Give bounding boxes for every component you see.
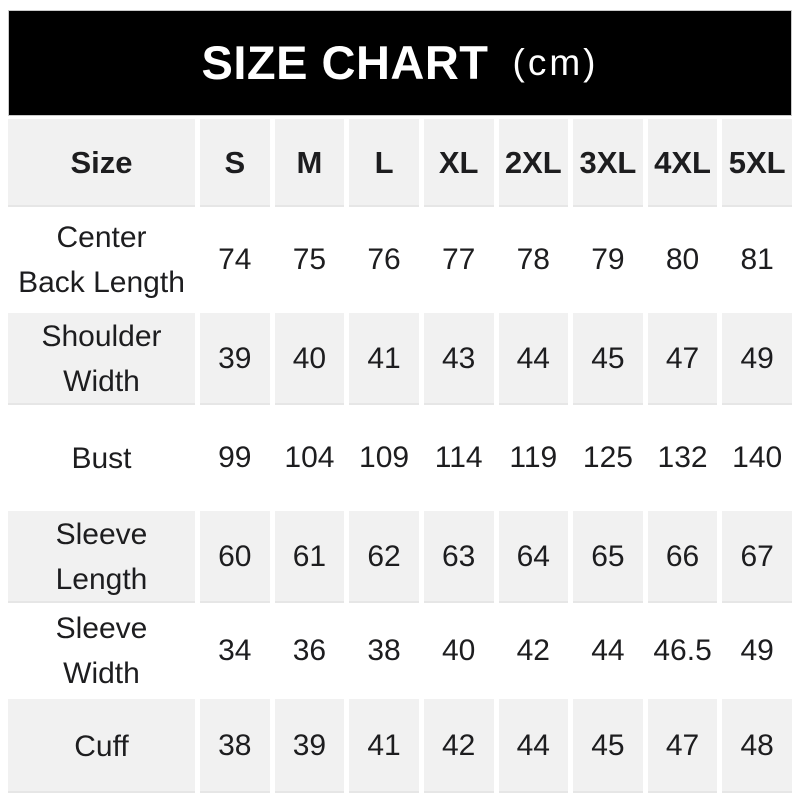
row-label-bust: Bust — [8, 407, 195, 509]
table-cell: 45 — [573, 313, 643, 405]
column-header-2xl: 2XL — [498, 119, 569, 207]
size-chart-page: SIZE CHART (cm) Size S M L XL 2XL 3XL 4X… — [0, 10, 800, 800]
table-cell: 79 — [573, 209, 643, 311]
table-cell: 48 — [722, 699, 792, 793]
table-cell: 49 — [722, 605, 792, 697]
row-label-sleeve-width: Sleeve Width — [8, 605, 195, 697]
row-label-cuff: Cuff — [8, 699, 195, 793]
table-cell: 44 — [498, 313, 569, 405]
table-cell: 119 — [498, 407, 569, 509]
table-cell: 64 — [498, 511, 569, 603]
table-cell: 47 — [647, 699, 718, 793]
table-cell: 40 — [274, 313, 345, 405]
table-cell: 39 — [200, 313, 270, 405]
table-cell: 41 — [349, 313, 419, 405]
table-cell: 47 — [647, 313, 718, 405]
column-header-5xl: 5XL — [722, 119, 792, 207]
table-cell: 46.5 — [647, 605, 718, 697]
table-cell: 80 — [647, 209, 718, 311]
row-label-shoulder-width: Shoulder Width — [8, 313, 195, 405]
table-cell: 125 — [573, 407, 643, 509]
table-cell: 44 — [498, 699, 569, 793]
table-cell: 104 — [274, 407, 345, 509]
unit-label: (cm) — [512, 42, 599, 83]
table-cell: 39 — [274, 699, 345, 793]
table-cell: 81 — [722, 209, 792, 311]
table-cell: 38 — [200, 699, 270, 793]
size-chart-table: Size S M L XL 2XL 3XL 4XL 5XL Center Bac… — [8, 119, 792, 793]
page-title: SIZE CHART — [201, 36, 489, 89]
table-cell: 42 — [498, 605, 569, 697]
column-header-xl: XL — [423, 119, 494, 207]
table-cell: 114 — [423, 407, 494, 509]
table-cell: 75 — [274, 209, 345, 311]
column-header-size: Size — [8, 119, 195, 207]
table-cell: 63 — [423, 511, 494, 603]
table-cell: 67 — [722, 511, 792, 603]
table-cell: 43 — [423, 313, 494, 405]
column-header-3xl: 3XL — [573, 119, 643, 207]
table-cell: 41 — [349, 699, 419, 793]
table-cell: 60 — [200, 511, 270, 603]
column-header-l: L — [349, 119, 419, 207]
row-label-sleeve-length: Sleeve Length — [8, 511, 195, 603]
table-cell: 36 — [274, 605, 345, 697]
table-cell: 65 — [573, 511, 643, 603]
table-cell: 45 — [573, 699, 643, 793]
table-cell: 49 — [722, 313, 792, 405]
table-cell: 44 — [573, 605, 643, 697]
table-cell: 109 — [349, 407, 419, 509]
table-cell: 40 — [423, 605, 494, 697]
table-cell: 132 — [647, 407, 718, 509]
table-cell: 99 — [200, 407, 270, 509]
table-cell: 38 — [349, 605, 419, 697]
table-cell: 76 — [349, 209, 419, 311]
title-banner: SIZE CHART (cm) — [8, 10, 792, 116]
table-cell: 61 — [274, 511, 345, 603]
column-header-m: M — [274, 119, 345, 207]
table-cell: 74 — [200, 209, 270, 311]
table-cell: 34 — [200, 605, 270, 697]
table-cell: 78 — [498, 209, 569, 311]
table-cell: 66 — [647, 511, 718, 603]
column-header-s: S — [200, 119, 270, 207]
table-cell: 62 — [349, 511, 419, 603]
table-cell: 140 — [722, 407, 792, 509]
column-header-4xl: 4XL — [647, 119, 718, 207]
table-cell: 77 — [423, 209, 494, 311]
table-cell: 42 — [423, 699, 494, 793]
row-label-center-back-length: Center Back Length — [8, 209, 195, 311]
